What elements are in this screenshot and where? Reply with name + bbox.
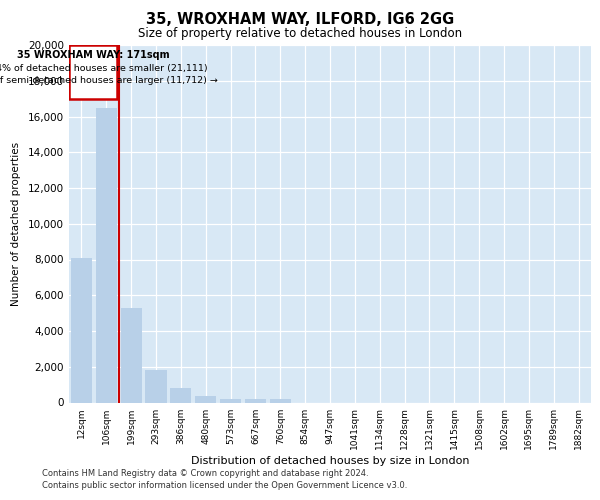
Y-axis label: Number of detached properties: Number of detached properties <box>11 142 21 306</box>
Bar <box>96 108 117 403</box>
Bar <box>220 399 241 402</box>
Text: 35, WROXHAM WAY, ILFORD, IG6 2GG: 35, WROXHAM WAY, ILFORD, IG6 2GG <box>146 12 454 28</box>
FancyBboxPatch shape <box>70 45 118 98</box>
Bar <box>121 308 142 402</box>
Bar <box>270 399 291 402</box>
X-axis label: Distribution of detached houses by size in London: Distribution of detached houses by size … <box>191 456 469 466</box>
Text: 36% of semi-detached houses are larger (11,712) →: 36% of semi-detached houses are larger (… <box>0 76 217 86</box>
Bar <box>71 258 92 402</box>
Text: ← 64% of detached houses are smaller (21,111): ← 64% of detached houses are smaller (21… <box>0 64 208 73</box>
Text: 35 WROXHAM WAY: 171sqm: 35 WROXHAM WAY: 171sqm <box>17 50 170 60</box>
Bar <box>170 388 191 402</box>
Bar <box>245 399 266 402</box>
Bar <box>195 396 216 402</box>
Bar <box>145 370 167 402</box>
Text: Contains HM Land Registry data © Crown copyright and database right 2024.: Contains HM Land Registry data © Crown c… <box>42 468 368 477</box>
Text: Contains public sector information licensed under the Open Government Licence v3: Contains public sector information licen… <box>42 481 407 490</box>
Text: Size of property relative to detached houses in London: Size of property relative to detached ho… <box>138 28 462 40</box>
